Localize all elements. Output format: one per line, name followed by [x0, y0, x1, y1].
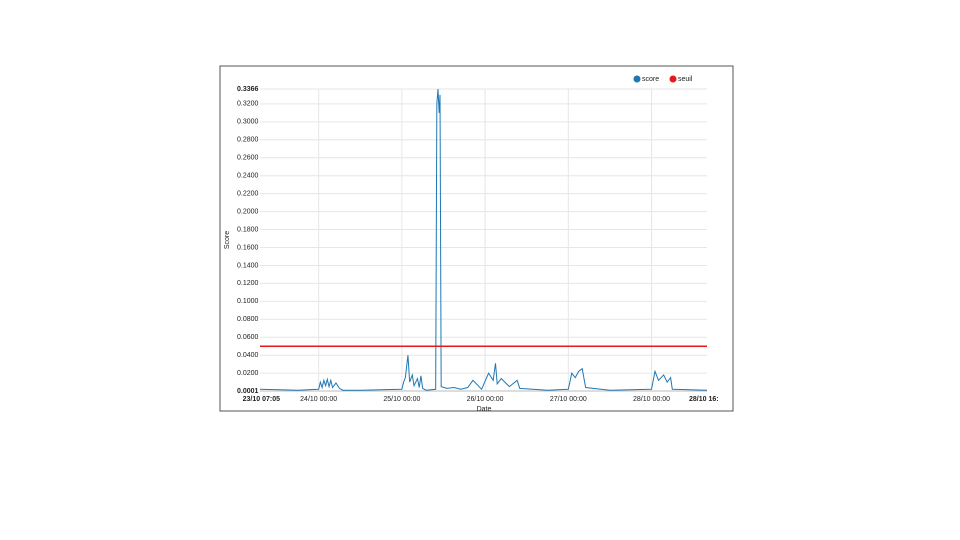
x-tick-label: 23/10 07:05 [243, 396, 280, 403]
x-tick-label: 25/10 00:00 [383, 396, 420, 403]
y-tick-label: 0.0800 [237, 316, 259, 323]
y-axis-label: Score [224, 231, 231, 249]
y-tick-label: 0.2400 [237, 173, 259, 180]
legend-marker [669, 75, 677, 83]
legend-label: score [642, 76, 659, 83]
y-tick-label: 0.2600 [237, 155, 259, 162]
legend-label: seuil [678, 76, 693, 83]
legend-marker [633, 75, 641, 83]
y-tick-label: 0.1400 [237, 262, 259, 269]
chart: 0.0001 0.0200 0.0400 0.0600 0.0800 0.1000 0.12… [237, 75, 719, 403]
y-tick-label: 0.0200 [237, 370, 259, 377]
series-line [259, 88, 708, 391]
y-tick-label: 0.1200 [237, 280, 259, 287]
x-tick-label: 27/10 00:00 [550, 396, 587, 403]
y-tick-label: 0.3200 [237, 101, 259, 108]
y-tick-label: 0.3366 [237, 86, 259, 93]
y-tick-label: 0.1600 [237, 244, 259, 251]
y-tick-label: 0.1800 [237, 226, 259, 233]
y-tick-label: 0.0400 [237, 352, 259, 359]
chart-frame [219, 65, 734, 412]
y-tick-label: 0.2800 [237, 137, 259, 144]
x-tick-label: 28/10 00:00 [633, 396, 670, 403]
y-tick-label: 0.3000 [237, 119, 259, 126]
x-tick-label: 28/10 16: [689, 396, 719, 403]
y-tick-label: 0.1000 [237, 298, 259, 305]
y-tick-label: 0.0600 [237, 334, 259, 341]
y-tick-label: 0.0001 [237, 388, 259, 395]
y-tick-label: 0.2200 [237, 190, 259, 197]
y-tick-label: 0.2000 [237, 208, 259, 215]
x-axis-label: Date [477, 406, 492, 413]
x-tick-label: 24/10 00:00 [300, 396, 337, 403]
x-tick-label: 26/10 00:00 [467, 396, 504, 403]
